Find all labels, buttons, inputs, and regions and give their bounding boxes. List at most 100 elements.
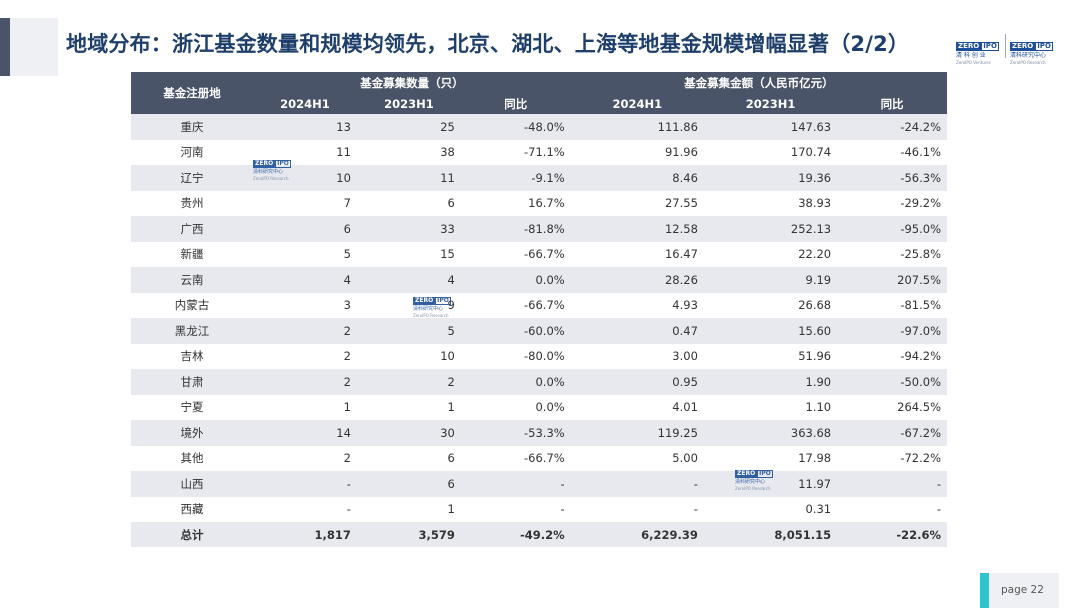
cell-amount-2023h1: 11.97 <box>703 471 838 497</box>
table-row: 其他 2 6 -66.7% 5.00 17.98 -72.2% <box>131 445 947 471</box>
cell-amount-2024h1: 8.46 <box>570 165 704 191</box>
table-row-total: 总计 1,817 3,579 -49.2% 6,229.39 8,051.15 … <box>131 522 947 547</box>
cell-amount-2024h1: 27.55 <box>570 190 704 216</box>
cell-count-2024h1: 2 <box>253 343 357 369</box>
page-number-accent <box>980 573 989 608</box>
cell-region: 重庆 <box>131 114 253 140</box>
table-body: 重庆 13 25 -48.0% 111.86 147.63 -24.2% 河南 11 38 -71.… <box>131 114 947 522</box>
cell-amount-2024h1: - <box>570 471 704 497</box>
cell-count-2024h1: 4 <box>253 267 357 293</box>
table-row: 广西 6 33 -81.8% 12.58 252.13 -95.0% <box>131 216 947 242</box>
cell-amount-2023h1: 38.93 <box>703 190 838 216</box>
cell-region: 山西 <box>131 471 253 497</box>
cell-amount-2023h1: 170.74 <box>703 139 838 165</box>
cell-region: 西藏 <box>131 496 253 522</box>
cell-count-2024h1: 3 <box>253 292 357 318</box>
cell-count-2023h1: 15 <box>356 241 461 267</box>
cell-amount-yoy: -29.2% <box>837 190 947 216</box>
cell-amount-2023h1: 0.31 <box>703 496 838 522</box>
watermark-logo: ZERO IPO 清科研究中心 ZeroIPO Research <box>413 297 451 318</box>
subheader-amount-2024h1: 2024H1 <box>570 93 704 114</box>
cell-count-2024h1: 7 <box>253 190 357 216</box>
cell-region: 河南 <box>131 139 253 165</box>
cell-region: 广西 <box>131 216 253 242</box>
table-row: 甘肃 2 2 0.0% 0.95 1.90 -50.0% <box>131 369 947 395</box>
cell-amount-2023h1: 1.90 <box>703 369 838 395</box>
cell-amount-yoy: -25.8% <box>837 241 947 267</box>
cell-count-yoy: -80.0% <box>460 343 571 369</box>
cell-count-2023h1: 30 <box>356 420 461 446</box>
logo-divider <box>1005 34 1006 58</box>
cell-region: 境外 <box>131 420 253 446</box>
cell-count-yoy: -60.0% <box>460 318 571 344</box>
cell-count-2024h1: 10 <box>253 165 357 191</box>
cell-region: 甘肃 <box>131 369 253 395</box>
cell-amount-2023h1: 15.60 <box>703 318 838 344</box>
cell-count-2023h1: 9 <box>356 292 461 318</box>
cell-count-2024h1: 14 <box>253 420 357 446</box>
subheader-count-2024h1: 2024H1 <box>253 93 357 114</box>
cell-amount-2024h1: 91.96 <box>570 139 704 165</box>
zeroipo-ventures-logo: ZERO IPO 清 科 创 业 ZeroIPO Ventures <box>956 42 999 65</box>
cell-amount-yoy: -50.0% <box>837 369 947 395</box>
cell-count-yoy: 0.0% <box>460 267 571 293</box>
page-number-box <box>989 573 1059 608</box>
cell-amount-2023h1: 22.20 <box>703 241 838 267</box>
cell-count-2024h1: 2 <box>253 369 357 395</box>
cell-count-yoy: - <box>460 471 571 497</box>
table-row: 吉林 2 10 -80.0% 3.00 51.96 -94.2% <box>131 343 947 369</box>
cell-count-2024h1: 1 <box>253 394 357 420</box>
fund-region-table: 基金注册地 基金募集数量（只） 基金募集金额（人民币亿元） 2024H1 202… <box>131 72 947 547</box>
cell-count-yoy: -81.8% <box>460 216 571 242</box>
cell-amount-2023h1: 17.98 <box>703 445 838 471</box>
total-label: 总计 <box>131 522 253 547</box>
total-amount-2024h1: 6,229.39 <box>570 522 704 547</box>
table-row: 河南 11 38 -71.1% 91.96 170.74 -46.1% <box>131 139 947 165</box>
cell-amount-yoy: -56.3% <box>837 165 947 191</box>
watermark-logo: ZERO IPO 清科研究中心 ZeroIPO Research <box>735 470 773 491</box>
cell-amount-yoy: 207.5% <box>837 267 947 293</box>
header-fund-count: 基金募集数量（只） <box>253 72 571 93</box>
cell-amount-yoy: - <box>837 471 947 497</box>
table-row: 贵州 7 6 16.7% 27.55 38.93 -29.2% <box>131 190 947 216</box>
title-accent-box <box>10 18 58 76</box>
cell-count-yoy: -66.7% <box>460 241 571 267</box>
cell-amount-yoy: 264.5% <box>837 394 947 420</box>
cell-count-yoy: - <box>460 496 571 522</box>
subheader-count-2023h1: 2023H1 <box>356 93 461 114</box>
cell-amount-2024h1: 0.47 <box>570 318 704 344</box>
total-count-2023h1: 3,579 <box>356 522 461 547</box>
cell-amount-yoy: -46.1% <box>837 139 947 165</box>
watermark-logo: ZERO IPO 清科研究中心 ZeroIPO Research <box>253 160 291 181</box>
page-number: page 22 <box>1001 584 1044 596</box>
cell-count-2024h1: - <box>253 496 357 522</box>
cell-region: 黑龙江 <box>131 318 253 344</box>
zeroipo-research-logo: ZERO IPO 清科研究中心 ZeroIPO Research <box>1010 42 1053 65</box>
page-title: 地域分布：浙江基金数量和规模均领先，北京、湖北、上海等地基金规模增幅显著（2/2… <box>66 32 910 56</box>
cell-amount-2024h1: 12.58 <box>570 216 704 242</box>
total-count-yoy: -49.2% <box>460 522 571 547</box>
cell-amount-2024h1: 28.26 <box>570 267 704 293</box>
cell-region: 云南 <box>131 267 253 293</box>
cell-amount-2024h1: 4.93 <box>570 292 704 318</box>
cell-amount-yoy: -95.0% <box>837 216 947 242</box>
header-fund-amount: 基金募集金额（人民币亿元） <box>570 72 947 93</box>
cell-count-2023h1: 1 <box>356 496 461 522</box>
cell-amount-yoy: -97.0% <box>837 318 947 344</box>
cell-count-2023h1: 5 <box>356 318 461 344</box>
cell-amount-yoy: -81.5% <box>837 292 947 318</box>
cell-amount-yoy: - <box>837 496 947 522</box>
cell-count-2024h1: - <box>253 471 357 497</box>
header-region: 基金注册地 <box>131 72 253 114</box>
cell-amount-2023h1: 26.68 <box>703 292 838 318</box>
table-row: 云南 4 4 0.0% 28.26 9.19 207.5% <box>131 267 947 293</box>
cell-count-yoy: -71.1% <box>460 139 571 165</box>
cell-count-2023h1: 11 <box>356 165 461 191</box>
cell-amount-2023h1: 1.10 <box>703 394 838 420</box>
cell-amount-yoy: -24.2% <box>837 114 947 140</box>
cell-region: 新疆 <box>131 241 253 267</box>
total-amount-yoy: -22.6% <box>837 522 947 547</box>
cell-count-2023h1: 25 <box>356 114 461 140</box>
cell-count-yoy: -53.3% <box>460 420 571 446</box>
cell-amount-2024h1: 4.01 <box>570 394 704 420</box>
